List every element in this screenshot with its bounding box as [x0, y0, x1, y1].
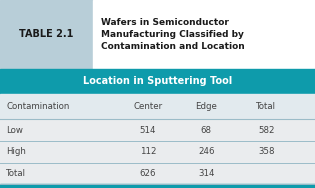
Text: Contamination: Contamination: [6, 102, 70, 111]
Text: Location in Sputtering Tool: Location in Sputtering Tool: [83, 76, 232, 86]
Text: Center: Center: [134, 102, 163, 111]
Text: 68: 68: [201, 126, 212, 135]
Bar: [93, 0, 315, 69]
Text: 246: 246: [198, 147, 215, 156]
Text: Edge: Edge: [195, 102, 217, 111]
Text: 626: 626: [140, 169, 156, 178]
Text: Low: Low: [6, 126, 23, 135]
Bar: [0, 184, 315, 188]
Bar: [0, 119, 315, 141]
Text: High: High: [6, 147, 26, 156]
Text: 112: 112: [140, 147, 156, 156]
Text: 582: 582: [258, 126, 274, 135]
Text: 314: 314: [198, 169, 215, 178]
Text: 514: 514: [140, 126, 156, 135]
Text: Total: Total: [6, 169, 26, 178]
Text: 358: 358: [258, 147, 274, 156]
Bar: [0, 0, 93, 69]
Bar: [0, 141, 315, 163]
Text: TABLE 2.1: TABLE 2.1: [19, 29, 74, 39]
Bar: [0, 69, 315, 94]
Bar: [0, 163, 315, 184]
Text: Wafers in Semiconductor
Manufacturing Classified by
Contamination and Location: Wafers in Semiconductor Manufacturing Cl…: [101, 18, 244, 51]
Bar: [0, 94, 315, 119]
Text: Total: Total: [256, 102, 276, 111]
